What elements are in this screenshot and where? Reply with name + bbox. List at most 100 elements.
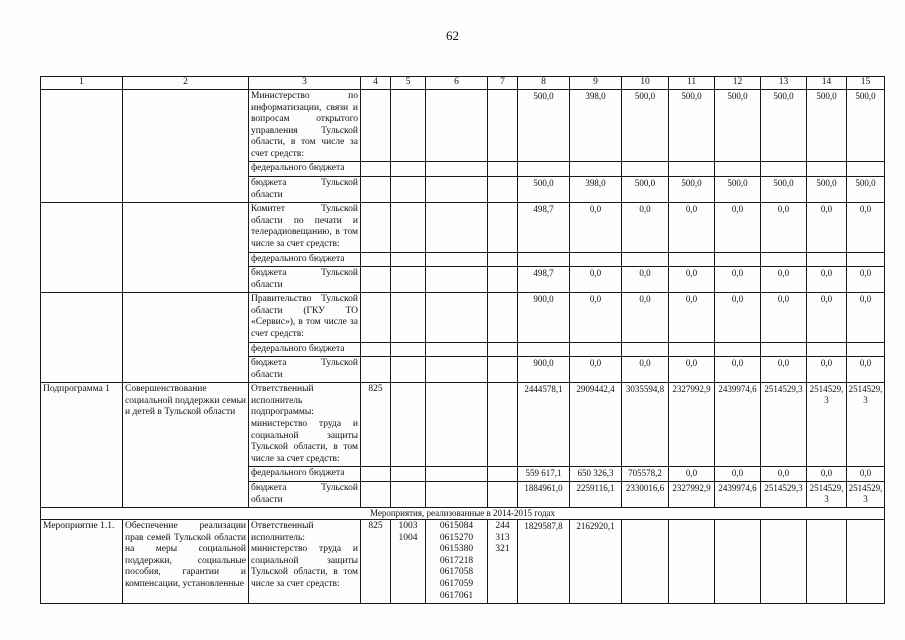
table-cell [425,266,488,294]
table-cell: бюджета Тульской области [248,356,361,384]
table-cell: бюджета Тульской области [248,480,361,509]
table-cell [714,251,761,268]
table-cell [846,161,885,178]
column-header: 6 [425,76,488,90]
table-cell: 0,0 [846,202,885,253]
table-cell [569,341,622,358]
table-row: Подпрограмма 1 Совершенствование социальн… [40,382,885,509]
table-cell [425,466,488,482]
table-cell [487,292,518,343]
table-cell: 0,0 [760,292,807,343]
table-cell [425,356,488,384]
table-cell [806,341,847,358]
table-cell: 500,0 [806,176,847,204]
table-cell: 500,0 [621,176,669,204]
table-cell: 1884961,0 [517,480,570,509]
table-cell: Мероприятие 1.1. [40,519,123,605]
table-cell [714,341,761,358]
table-cell: 0,0 [668,202,715,253]
table-cell: 500,0 [760,88,807,163]
table-cell: 0,0 [714,202,761,253]
table-cell [360,356,391,384]
table-cell: 0,0 [714,292,761,343]
table-cell: 2327992,9 [668,382,715,468]
table-cell: 705578,2 [621,466,669,482]
table-cell: 398,0 [569,88,622,163]
table-cell: 2259116,1 [569,480,622,509]
table-cell: 2514529,3 [806,480,847,509]
table-row: Мероприятия, реализованные в 2014-2015 г… [40,507,885,521]
column-header: 15 [846,76,885,90]
table-cell: 0,0 [668,292,715,343]
table-cell [360,176,391,204]
table-cell: 0,0 [668,466,715,482]
table-cell: 2444578,1 [517,382,570,468]
table-cell [390,202,426,253]
table-cell: 500,0 [668,176,715,204]
table-cell: бюджета Тульской области [248,176,361,204]
table-cell [846,519,885,605]
table-cell [122,292,249,384]
table-cell [360,292,391,343]
table-cell: федерального бюджета [248,251,361,268]
table-cell [668,251,715,268]
table-cell [668,161,715,178]
table-cell [360,341,391,358]
column-header: 12 [714,76,761,90]
table-cell [487,480,518,509]
column-header: 13 [760,76,807,90]
table-cell [668,519,715,605]
table-cell: 0,0 [760,466,807,482]
table-cell [621,341,669,358]
table-cell: 0,0 [621,356,669,384]
table-cell [760,161,807,178]
table-cell [487,176,518,204]
column-header: 9 [569,76,622,90]
table-row: федерального бюджета 559 617,1 650 326,3 70… [41,466,885,482]
table-cell [806,161,847,178]
table-cell [621,251,669,268]
table-cell [668,341,715,358]
table-cell [425,251,488,268]
table-cell: 0,0 [846,266,885,294]
table-cell [760,519,807,605]
table-cell: 2514529,3 [760,480,807,509]
table-cell [714,519,761,605]
table-cell: 2162920,1 [569,519,622,605]
table-cell: 0,0 [569,292,622,343]
table-cell: 500,0 [517,88,570,163]
table-cell: бюджета Тульской области [248,266,361,294]
table-cell: Подпрограмма 1 [40,382,123,509]
table-cell [487,251,518,268]
table-cell [846,341,885,358]
table-cell [760,341,807,358]
table-cell [360,251,391,268]
table-cell: 650 326,3 [569,466,622,482]
table-cell [425,202,488,253]
table-cell: 0,0 [806,466,847,482]
section-divider: Мероприятия, реализованные в 2014-2015 г… [40,507,885,521]
table-cell: 500,0 [806,88,847,163]
table-cell: 0,0 [569,202,622,253]
table-cell: 0,0 [846,466,885,482]
table-cell [360,202,391,253]
table-cell [487,202,518,253]
table-cell: 0,0 [714,466,761,482]
table-cell [390,161,426,178]
table-cell: Совершенствование социальной поддержки с… [122,382,249,509]
table-row: бюджета Тульской области 1884961,0 2259116… [41,480,885,509]
main-table: 1 2 3 4 5 6 7 8 9 10 11 12 13 14 15 Министерство по инф… [40,76,885,605]
table-cell: Ответственный исполнитель подпрограммы: … [248,382,361,468]
table-cell: 0,0 [569,356,622,384]
table-cell: 2439974,6 [714,382,761,468]
column-header: 14 [806,76,847,90]
table-cell [390,176,426,204]
table-cell [360,480,391,509]
table-cell: Обеспечение реализации прав семей Тульск… [122,519,249,605]
table-cell: 900,0 [517,356,570,384]
table-cell [846,251,885,268]
table-cell [390,88,426,163]
table-cell [40,202,123,294]
table-cell: 0,0 [760,202,807,253]
table-row: Правительство Тульской области (ГКУ ТО «… [40,292,885,384]
